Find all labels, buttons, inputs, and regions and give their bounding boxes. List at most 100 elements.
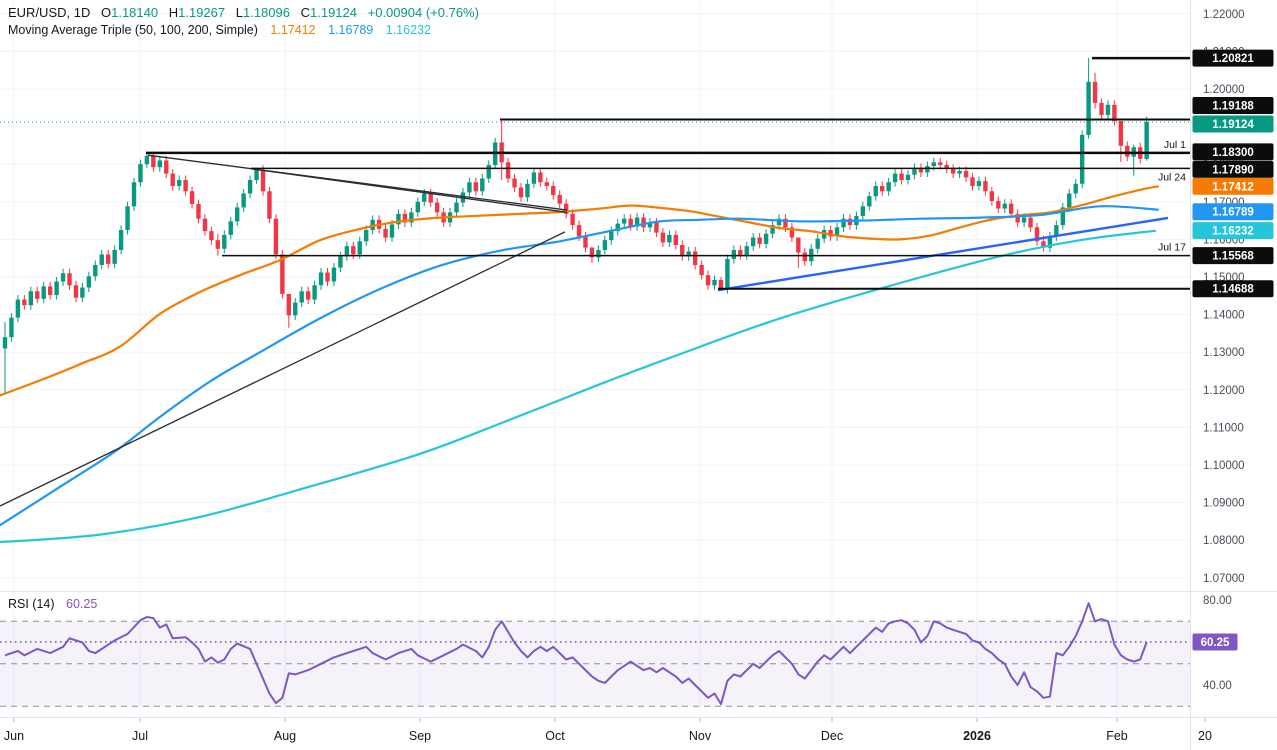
candle bbox=[563, 199, 569, 219]
candle bbox=[131, 177, 137, 211]
candle-body bbox=[396, 213, 401, 225]
candle bbox=[718, 277, 724, 290]
price-badge-text: 1.19124 bbox=[1212, 119, 1254, 131]
candle bbox=[170, 169, 175, 191]
candle-body bbox=[434, 202, 440, 213]
candle-body bbox=[944, 164, 949, 169]
level-date-label: Jul 1 bbox=[1164, 139, 1186, 151]
candle-body bbox=[157, 160, 162, 168]
candle bbox=[512, 173, 517, 193]
candle bbox=[325, 267, 330, 287]
candle-body bbox=[1067, 193, 1072, 208]
candle-body bbox=[673, 234, 678, 246]
candle bbox=[544, 177, 549, 191]
sma100-line bbox=[0, 205, 1160, 527]
trendline[interactable] bbox=[252, 168, 568, 213]
ma-indicator-title[interactable]: Moving Average Triple (50, 100, 200, Sim… bbox=[8, 23, 258, 37]
candle-body bbox=[241, 193, 246, 208]
time-axis[interactable]: Jun Jul Aug Sep Oct Nov Dec 2026 Feb 20 bbox=[4, 718, 1212, 743]
trendline[interactable] bbox=[717, 216, 1169, 292]
trendline[interactable] bbox=[0, 231, 566, 507]
candle-body bbox=[1125, 145, 1130, 157]
candle-body bbox=[647, 222, 653, 228]
trendline[interactable] bbox=[147, 154, 568, 211]
candle-body bbox=[409, 212, 414, 223]
candle bbox=[80, 283, 85, 303]
candle-body bbox=[899, 173, 904, 180]
time-axis-label: Jul bbox=[132, 729, 148, 743]
candle bbox=[757, 233, 762, 249]
candle-body bbox=[609, 231, 614, 241]
candle bbox=[983, 176, 988, 196]
ma200-value: 1.16232 bbox=[385, 23, 431, 37]
candle bbox=[144, 152, 150, 168]
candle bbox=[841, 214, 846, 232]
candle-body bbox=[615, 223, 620, 232]
open-label: O bbox=[100, 5, 112, 20]
candle-body bbox=[67, 273, 72, 286]
price-badge: 1.15568 bbox=[1192, 247, 1274, 265]
candle bbox=[557, 190, 562, 209]
candle-body bbox=[80, 287, 85, 298]
candle bbox=[1015, 209, 1020, 227]
price-badge-text: 1.15568 bbox=[1212, 251, 1254, 263]
candle bbox=[686, 246, 691, 261]
candle bbox=[860, 201, 866, 221]
candle-body bbox=[505, 162, 511, 179]
candle-body bbox=[989, 191, 995, 202]
candle bbox=[28, 286, 33, 310]
candle-body bbox=[905, 174, 911, 180]
candle-body bbox=[551, 186, 556, 196]
candle-body bbox=[1015, 213, 1020, 223]
price-badge-bg bbox=[1192, 49, 1274, 67]
candle-body bbox=[1086, 81, 1091, 135]
candle bbox=[22, 295, 27, 310]
candle-body bbox=[273, 218, 279, 255]
ma-indicator-legend: Moving Average Triple (50, 100, 200, Sim… bbox=[8, 23, 431, 37]
time-axis-label: Feb bbox=[1106, 729, 1128, 743]
candle-body bbox=[667, 234, 672, 243]
candle bbox=[989, 186, 995, 206]
candle bbox=[1086, 58, 1091, 139]
candle-body bbox=[28, 291, 33, 306]
candle bbox=[1112, 100, 1117, 126]
candle-body bbox=[738, 249, 743, 256]
price-axis-label: 1.22000 bbox=[1203, 9, 1245, 21]
candle-body bbox=[776, 218, 782, 226]
candle-body bbox=[1034, 227, 1040, 242]
candle-body bbox=[131, 182, 137, 207]
candle bbox=[99, 249, 104, 270]
candle-body bbox=[789, 227, 795, 238]
candle-body bbox=[912, 167, 917, 175]
rsi-axis-label: 40.00 bbox=[1203, 680, 1232, 692]
candle-body bbox=[299, 291, 304, 303]
rsi-indicator-legend: RSI (14) 60.25 bbox=[8, 597, 97, 611]
price-badge: 1.19124 bbox=[1192, 115, 1274, 133]
candle bbox=[241, 189, 246, 212]
candle-body bbox=[215, 240, 221, 249]
rsi-badge-text: 60.25 bbox=[1201, 637, 1230, 649]
candle bbox=[415, 197, 420, 217]
price-badge-bg bbox=[1192, 115, 1274, 133]
candle bbox=[305, 286, 311, 305]
candle bbox=[125, 201, 130, 235]
candle-body bbox=[351, 246, 356, 255]
candle-body bbox=[538, 172, 543, 183]
candle-body bbox=[686, 251, 691, 257]
candle bbox=[93, 260, 98, 281]
candle-body bbox=[1009, 203, 1014, 214]
rsi-line bbox=[4, 602, 1148, 706]
candle bbox=[905, 170, 911, 185]
candle-body bbox=[280, 254, 285, 294]
price-badge-bg bbox=[1192, 247, 1274, 265]
symbol-title[interactable]: EUR/USD, 1D bbox=[8, 5, 91, 20]
candle bbox=[1002, 199, 1007, 214]
price-badge: 1.17890 bbox=[1192, 160, 1274, 178]
candle-body bbox=[325, 272, 330, 282]
high-value: 1.19267 bbox=[178, 5, 226, 20]
price-badges-layer: 1.20821 1.19188 1.19124 1.18300 1.17890 1.174… bbox=[1192, 49, 1274, 651]
candle bbox=[164, 155, 169, 179]
candle-body bbox=[357, 241, 362, 255]
rsi-indicator-title[interactable]: RSI (14) bbox=[8, 597, 55, 611]
